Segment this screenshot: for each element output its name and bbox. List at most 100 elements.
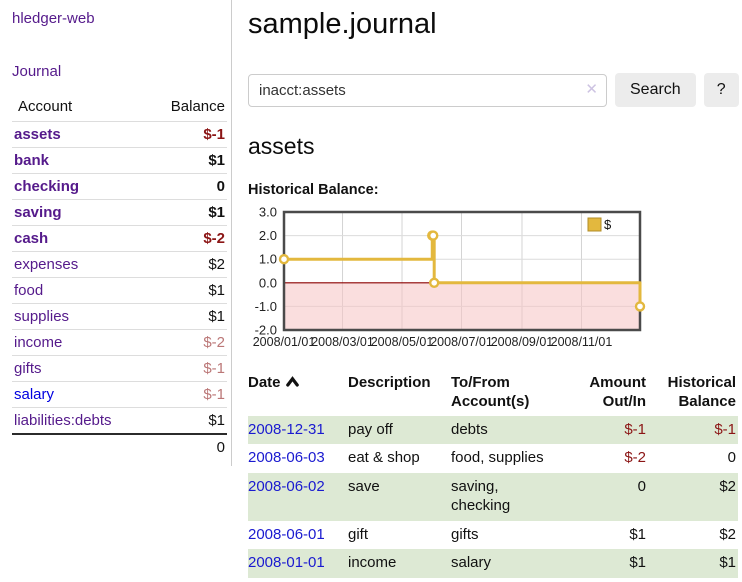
x-axis-tick-label: 2008/03/01 (311, 335, 374, 349)
register-row: 2008-06-03 eat & shop food, supplies $-2 0 (248, 444, 738, 473)
register-cell-accounts: salary (451, 549, 563, 578)
accounts-total-spacer (12, 433, 146, 460)
account-title: assets (248, 133, 315, 159)
data-point-marker (428, 230, 439, 241)
register-cell-amount: $1 (563, 549, 648, 578)
search-input[interactable] (248, 73, 607, 107)
accounts-total-value: 0 (145, 433, 227, 460)
chart-border (282, 210, 642, 332)
balance-chart: $3.0 2.0 1.0 0.0 -1.0 -2.0 2008/01/01 2008/03/0… (248, 205, 739, 352)
x-axis-tick-label: 2008/07/01 (430, 335, 493, 349)
register-col-amount-out-in: Amount Out/In (563, 372, 648, 416)
y-axis-tick-label: 3.0 (259, 205, 277, 220)
register-cell-date: 2008-01-01 (248, 549, 348, 578)
data-point-marker (429, 277, 440, 289)
account-link-bank[interactable]: bank (14, 152, 50, 169)
transaction-date-link[interactable]: 2008-06-02 (248, 478, 325, 495)
accounts-table: Account Balance assets $-1 bank $1 checking 0… (12, 95, 227, 460)
account-balance: $-2 (145, 329, 227, 356)
accounts-col-balance: Balance (145, 95, 227, 122)
clear-search-icon[interactable]: ✕ (585, 80, 598, 98)
register-cell-date: 2008-06-01 (248, 521, 348, 550)
accounts-header-row: Account Balance (12, 95, 227, 122)
account-row: income $-2 (12, 329, 227, 356)
register-cell-description: income (348, 549, 451, 578)
register-col-to-from-account-s-: To/From Account(s) (451, 372, 563, 416)
accounts-total-row: 0 (12, 433, 227, 460)
register-col-label: To/From Account(s) (451, 374, 530, 410)
x-axis-tick-label: 2008/09/01 (491, 335, 554, 349)
account-link-income[interactable]: income (14, 334, 63, 351)
account-link-cash[interactable]: cash (14, 230, 49, 247)
account-link-salary[interactable]: salary (14, 386, 55, 403)
register-cell-description: pay off (348, 415, 451, 445)
account-row: assets $-1 (12, 121, 227, 148)
account-balance: $1 (145, 277, 227, 304)
register-cell-amount: $1 (629, 525, 646, 543)
help-button[interactable]: ? (703, 73, 739, 107)
register-cell-balance: 0 (727, 449, 736, 467)
account-row: food $1 (12, 277, 227, 304)
accounts-col-account: Account (12, 95, 146, 122)
register-cell-description: eat & shop (348, 449, 420, 467)
register-row: 2008-06-02 save saving, checking 0 $2 (248, 473, 738, 521)
account-link-saving[interactable]: saving (14, 204, 62, 221)
account-link-gifts[interactable]: gifts (14, 360, 42, 377)
account-row: checking 0 (12, 173, 227, 200)
sidebar: hledger-web Journal Account Balance asse… (0, 0, 232, 466)
chart-label: Historical Balance: (248, 182, 379, 198)
sidebar-item-journal[interactable]: Journal (12, 63, 62, 80)
register-col-label: Date (248, 374, 281, 391)
register-table: Date Description To/From Account(s) Amount … (248, 372, 738, 578)
account-row: liabilities:debts $1 (12, 408, 227, 435)
register-cell-description: save (348, 473, 451, 521)
account-balance: $1 (145, 303, 227, 330)
data-point-marker (278, 254, 290, 265)
register-cell-date: 2008-12-31 (248, 415, 348, 445)
transaction-date-link[interactable]: 2008-12-31 (248, 420, 325, 438)
balance-chart-svg: $3.0 2.0 1.0 0.0 -1.0 -2.02008/01/012008/03/0… (253, 205, 646, 349)
register-cell-amount: $-2 (624, 449, 646, 467)
account-balance: $-1 (145, 381, 227, 408)
register-cell-balance: $2 (719, 525, 736, 543)
register-col-label: Amount Out/In (589, 374, 646, 410)
account-link-liabilities-debts[interactable]: liabilities:debts (14, 412, 112, 429)
y-axis-tick-label: -2.0 (255, 323, 277, 338)
search-form: ✕ Search ? (248, 73, 739, 107)
account-row: supplies $1 (12, 303, 227, 330)
register-col-description: Description (348, 372, 451, 416)
account-link-expenses[interactable]: expenses (14, 256, 79, 273)
account-row: cash $-2 (12, 225, 227, 252)
register-cell-balance: $-1 (648, 415, 738, 445)
transaction-date-link[interactable]: 2008-06-03 (248, 449, 325, 467)
register-col-historical-balance: Historical Balance (648, 372, 738, 416)
account-balance: 0 (145, 173, 227, 200)
account-balance: $-1 (145, 355, 227, 382)
brand-link[interactable]: hledger-web (12, 10, 95, 27)
x-axis-tick-label: 2008/11/01 (551, 335, 613, 349)
search-button[interactable]: Search (615, 73, 696, 107)
account-link-assets[interactable]: assets (14, 126, 61, 143)
account-balance: $-2 (145, 225, 227, 252)
y-axis-tick-label: 1.0 (259, 252, 277, 267)
sort-ascending-icon (285, 376, 299, 387)
y-axis-tick-label: 2.0 (259, 228, 277, 243)
register-cell-accounts: food, supplies (451, 449, 544, 467)
register-cell-date: 2008-06-03 (248, 444, 348, 473)
negative-region (284, 282, 640, 330)
register-col-date[interactable]: Date (248, 372, 348, 416)
account-row: salary $-1 (12, 381, 227, 408)
account-link-checking[interactable]: checking (14, 178, 80, 195)
account-link-food[interactable]: food (14, 282, 44, 299)
transaction-date-link[interactable]: 2008-01-01 (248, 554, 325, 572)
transaction-date-link[interactable]: 2008-06-01 (248, 525, 325, 543)
account-row: expenses $2 (12, 251, 227, 278)
register-cell-balance: $1 (648, 549, 738, 578)
main-content: sample.journal ✕ Search ? assets Histori… (232, 0, 742, 578)
register-row: 2008-12-31 pay off debts $-1 $-1 (248, 415, 738, 445)
search-input-wrap: ✕ (248, 73, 607, 107)
legend-label: $ (604, 217, 612, 232)
account-row: gifts $-1 (12, 355, 227, 382)
account-link-supplies[interactable]: supplies (14, 308, 70, 325)
